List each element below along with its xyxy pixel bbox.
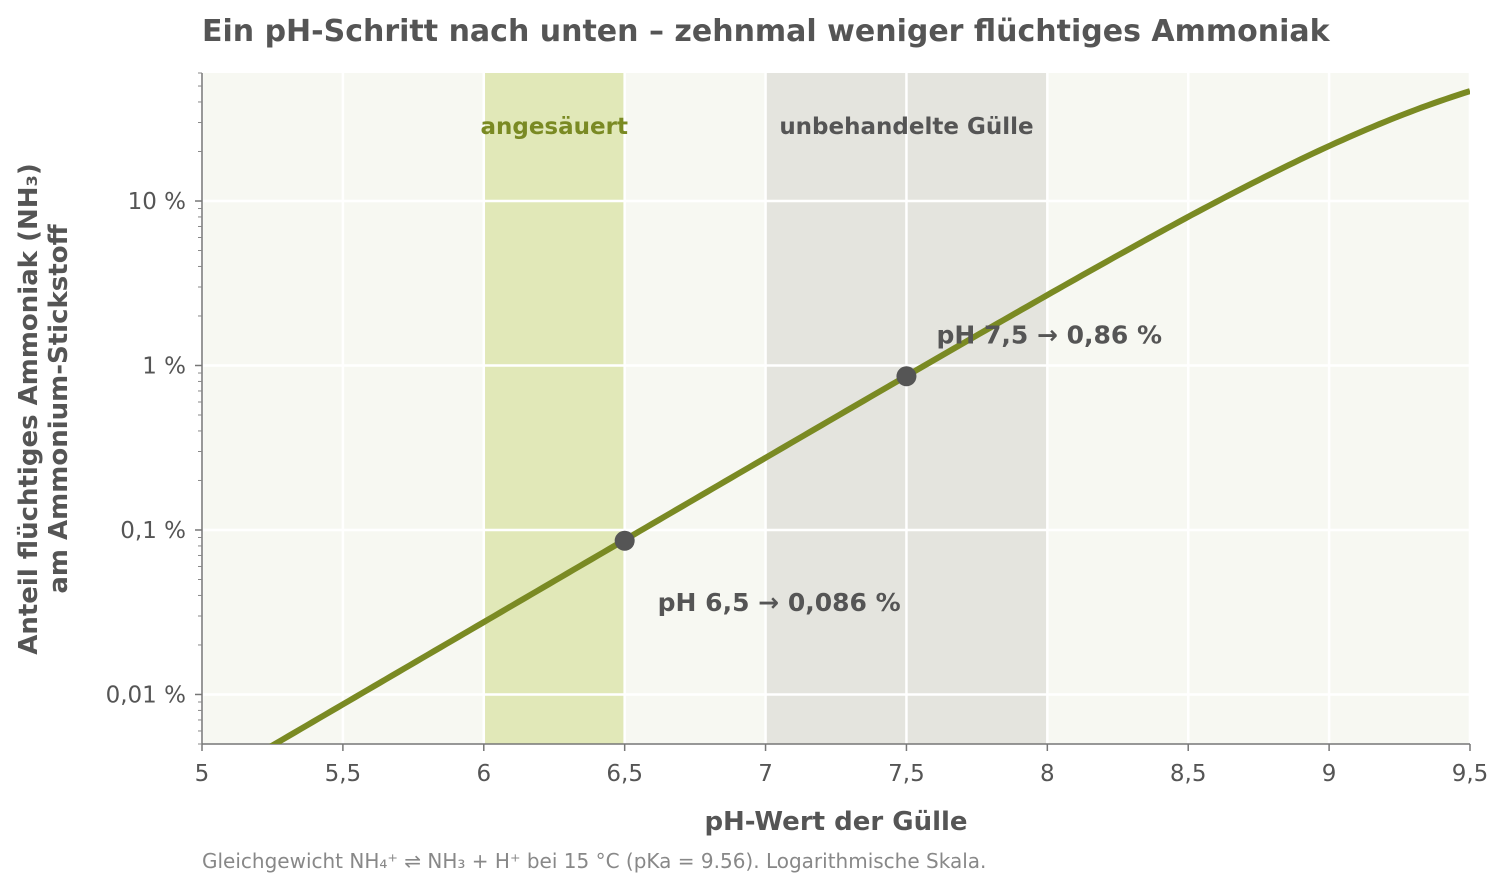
x-tick-label-7: 8,5 xyxy=(1170,761,1207,787)
band-label-1: unbehandelte Gülle xyxy=(779,114,1033,140)
x-tick-label-8: 9 xyxy=(1322,761,1337,787)
band-labels-layer: angesäuert unbehandelte Gülle xyxy=(480,114,1033,140)
x-tick-label-2: 6 xyxy=(476,761,491,787)
y-tick-label-3: 10 % xyxy=(128,189,186,215)
y-axis-label-line1: Anteil flüchtiges Ammoniak (NH₃) xyxy=(14,163,44,655)
y-axis-label-line2: am Ammonium-Stickstoff xyxy=(44,223,74,593)
y-ticks-layer: 0,01 % 0,1 % 1 % 10 % xyxy=(106,72,202,745)
x-tick-label-6: 8 xyxy=(1040,761,1055,787)
axes-layer xyxy=(201,73,1470,745)
band-0 xyxy=(483,73,625,744)
x-tick-label-5: 7,5 xyxy=(888,761,925,787)
x-tick-label-4: 7 xyxy=(758,761,773,787)
bands-layer xyxy=(483,73,1048,744)
x-tick-label-9: 9,5 xyxy=(1452,761,1489,787)
x-axis-label: pH-Wert der Gülle xyxy=(704,807,967,837)
point-label-0: pH 6,5 → 0,086 % xyxy=(658,588,901,617)
footnote: Gleichgewicht NH₄⁺ ⇌ NH₃ + H⁺ bei 15 °C … xyxy=(202,849,986,873)
y-tick-label-2: 1 % xyxy=(142,353,186,379)
y-tick-label-1: 0,1 % xyxy=(120,518,186,544)
point-label-1: pH 7,5 → 0,86 % xyxy=(936,320,1162,349)
band-label-0: angesäuert xyxy=(480,114,627,140)
y-tick-label-0: 0,01 % xyxy=(106,682,186,708)
point-0 xyxy=(614,530,635,551)
points-layer: pH 6,5 → 0,086 % pH 7,5 → 0,86 % xyxy=(614,320,1162,617)
x-ticks-layer: 5 5,5 6 6,5 7 7,5 8 8,5 9 9,5 xyxy=(195,744,1489,787)
grid-layer xyxy=(200,73,1472,744)
x-tick-label-1: 5,5 xyxy=(325,761,362,787)
ammonia-fraction-line xyxy=(269,88,1470,744)
point-1 xyxy=(896,366,917,387)
chart-title: Ein pH-Schritt nach unten – zehnmal weni… xyxy=(202,14,1331,49)
x-tick-label-0: 5 xyxy=(195,761,210,787)
x-tick-label-3: 6,5 xyxy=(606,761,643,787)
